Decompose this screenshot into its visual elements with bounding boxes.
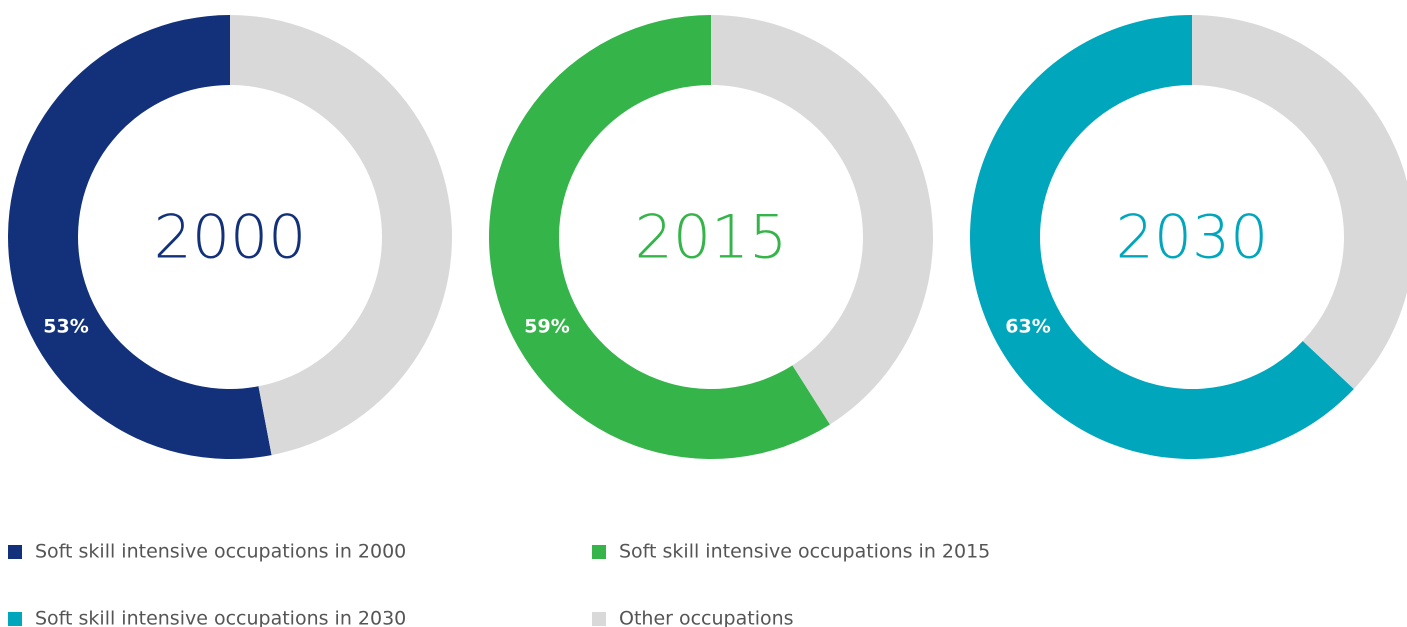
legend-swatch: [592, 545, 606, 559]
legend-label: Soft skill intensive occupations in 2030: [35, 608, 406, 627]
legend-swatch: [8, 545, 22, 559]
legend-label: Soft skill intensive occupations in 2015: [619, 541, 990, 563]
legend-swatch: [8, 612, 22, 626]
legend-swatch: [592, 612, 606, 626]
donut-segment: [970, 15, 1354, 459]
donut-segment: [230, 15, 453, 456]
donut-segment: [489, 15, 830, 460]
center-label: 2030: [1116, 203, 1269, 273]
donut-segment: [1192, 15, 1407, 389]
value-label: 53%: [43, 315, 88, 337]
value-label: 63%: [1005, 315, 1050, 337]
donut-segment: [711, 15, 934, 425]
legend-label: Other occupations: [619, 608, 794, 627]
donut-segment: [8, 15, 272, 459]
center-label: 2015: [635, 203, 788, 273]
value-label: 59%: [524, 315, 569, 337]
legend-label: Soft skill intensive occupations in 2000: [35, 541, 406, 563]
center-label: 2000: [154, 203, 307, 273]
